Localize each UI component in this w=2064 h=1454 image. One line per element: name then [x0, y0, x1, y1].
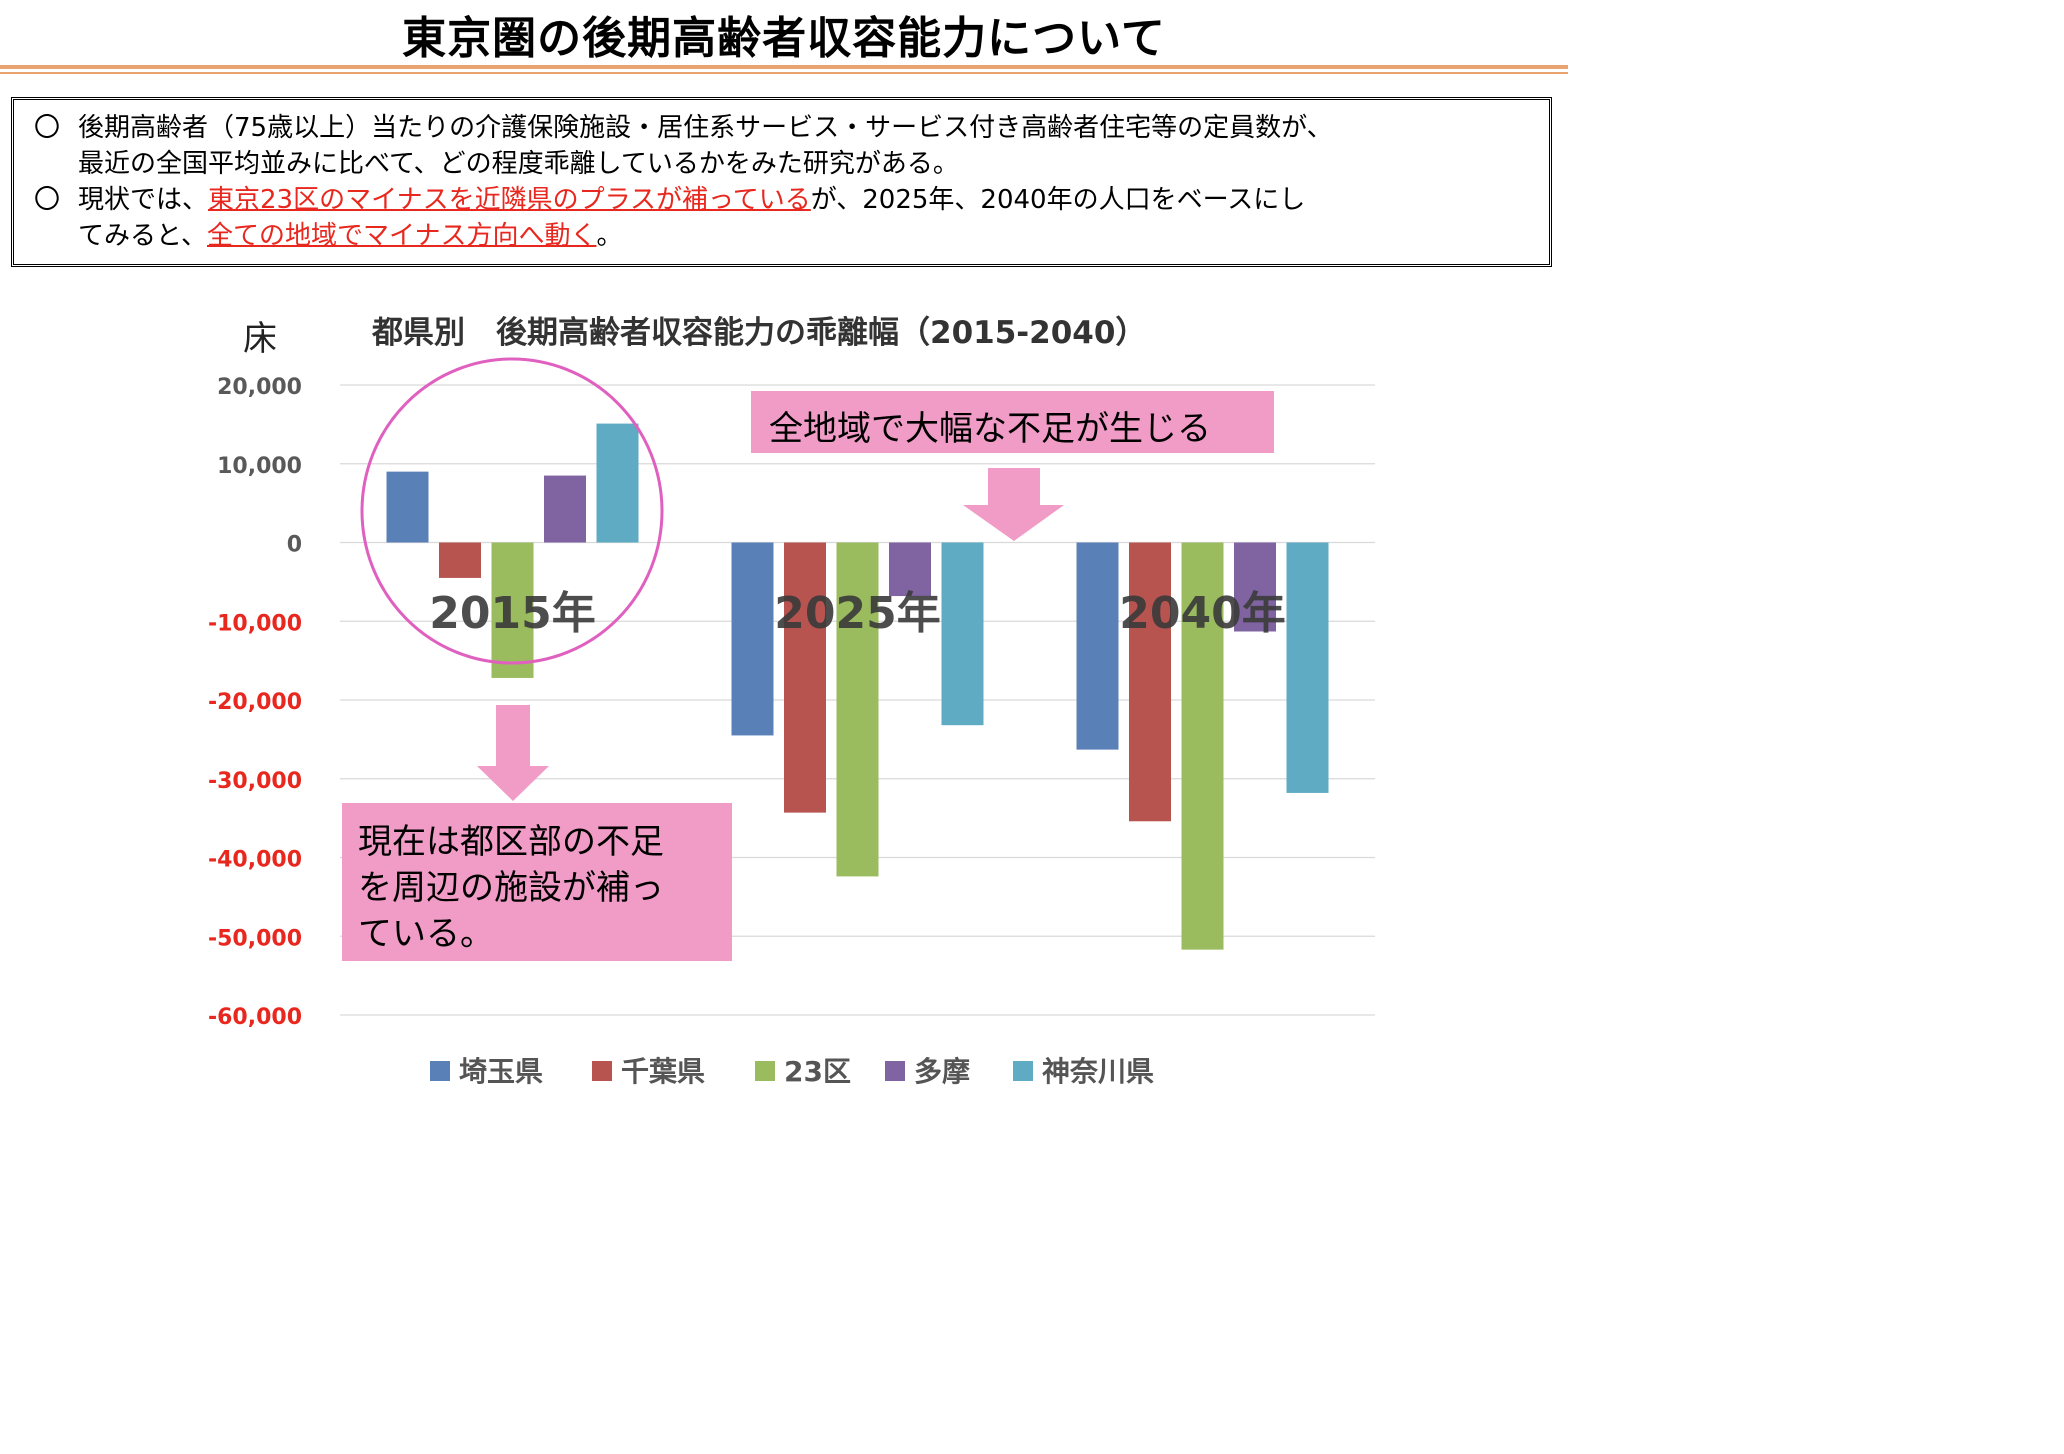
down-arrow-top	[963, 468, 1064, 541]
title-rule-thick	[0, 65, 1568, 69]
chart-legend: 埼玉県 千葉県 23区 多摩 神奈川県	[430, 1055, 1154, 1088]
legend-item: 埼玉県	[430, 1055, 543, 1088]
down-arrow-bottom	[477, 705, 549, 801]
callout-bottom-line-3: ている。	[358, 914, 494, 954]
legend-swatch	[592, 1061, 612, 1081]
legend-label: 神奈川県	[1042, 1055, 1154, 1088]
bar-千葉県-2040年	[1129, 542, 1171, 822]
callout-shortage-all-regions: 全地域で大幅な不足が生じる	[751, 391, 1274, 453]
category-label: 2015年	[429, 588, 595, 639]
legend-label: 埼玉県	[459, 1055, 543, 1088]
bar-埼玉県-2040年	[1076, 542, 1119, 750]
summary-item-2: 〇 現状では、東京23区のマイナスを近隣県のプラスが補っているが、2025年、2…	[32, 182, 1531, 254]
legend-label: 23区	[784, 1055, 851, 1088]
legend-item: 23区	[755, 1055, 851, 1088]
bar-埼玉県-2025年	[731, 542, 774, 736]
legend-swatch	[755, 1061, 775, 1081]
y-axis-unit-label: 床	[243, 319, 277, 359]
bar-chart: 20,000 10,000 0 -10,000 -20,000 -30,000 -40,00…	[208, 315, 1375, 1088]
bullet-circle-icon: 〇	[34, 185, 61, 215]
chart-category-labels: 2015年 2025年 2040年	[429, 588, 1285, 639]
y-tick-label: -50,000	[208, 926, 302, 951]
chart-title: 都県別 後期高齢者収容能力の乖離幅（2015-2040）	[371, 315, 1146, 351]
bullet-circle-icon: 〇	[34, 113, 61, 143]
summary-item-2-part-1: 現状では、	[78, 185, 209, 215]
bar-千葉県-2015年	[439, 542, 481, 578]
bar-多摩-2025年	[889, 542, 931, 597]
y-tick-label: -40,000	[208, 848, 302, 873]
callout-current-supplement: 現在は都区部の不足 を周辺の施設が補っ ている。	[342, 803, 732, 961]
y-tick-label: -30,000	[208, 769, 302, 794]
bar-23区-2015年	[491, 542, 534, 678]
bar-神奈川県-2040年	[1286, 542, 1329, 793]
summary-item-2-part-4: 。	[596, 221, 623, 251]
legend-label: 多摩	[914, 1055, 970, 1088]
bar-23区-2040年	[1181, 542, 1224, 950]
bar-神奈川県-2015年	[596, 423, 639, 543]
page-title: 東京圏の後期高齢者収容能力について	[402, 13, 1166, 64]
summary-box: 〇 後期高齢者（75歳以上）当たりの介護保険施設・居住系サービス・サービス付き高…	[11, 97, 1552, 267]
bar-千葉県-2025年	[784, 542, 826, 813]
legend-label: 千葉県	[621, 1055, 705, 1088]
callout-bottom-line-1: 現在は都区部の不足	[358, 822, 664, 862]
summary-item-1-line-1: 後期高齢者（75歳以上）当たりの介護保険施設・居住系サービス・サービス付き高齢者…	[78, 113, 1333, 143]
summary-item-2-highlight-2: 全ての地域でマイナス方向へ動く	[206, 221, 597, 251]
y-tick-label: 0	[287, 533, 302, 558]
summary-item-2-part-2: が、2025年、2040年の人口をベースにし	[810, 185, 1306, 215]
summary-item-1-line-2: 最近の全国平均並みに比べて、どの程度乖離しているかをみた研究がある。	[78, 149, 959, 179]
legend-item: 神奈川県	[1013, 1055, 1154, 1088]
highlight-circle-2015	[360, 357, 664, 665]
bar-神奈川県-2025年	[941, 542, 984, 726]
legend-item: 千葉県	[592, 1055, 705, 1088]
title-rule-thin	[0, 72, 1568, 74]
bar-多摩-2015年	[544, 475, 586, 543]
legend-item: 多摩	[885, 1055, 970, 1088]
y-tick-label: 10,000	[217, 454, 302, 479]
summary-item-1: 〇 後期高齢者（75歳以上）当たりの介護保険施設・居住系サービス・サービス付き高…	[32, 110, 1531, 182]
bar-23区-2025年	[836, 542, 879, 877]
category-label: 2040年	[1119, 588, 1285, 639]
bar-埼玉県-2015年	[386, 471, 429, 543]
y-tick-label: -10,000	[208, 611, 302, 636]
chart-bars	[386, 423, 1329, 950]
category-label: 2025年	[774, 588, 940, 639]
legend-swatch	[885, 1061, 905, 1081]
chart-y-tick-labels: 20,000 10,000 0 -10,000 -20,000 -30,000 -40,00…	[208, 375, 302, 1030]
y-tick-label: 20,000	[217, 375, 302, 400]
legend-swatch	[1013, 1061, 1033, 1081]
legend-swatch	[430, 1061, 450, 1081]
y-tick-label: -60,000	[208, 1005, 302, 1030]
summary-item-2-highlight-1: 東京23区のマイナスを近隣県のプラスが補っている	[208, 185, 811, 215]
y-tick-label: -20,000	[208, 690, 302, 715]
callout-bottom-line-2: を周辺の施設が補っ	[358, 868, 664, 908]
bar-多摩-2040年	[1234, 542, 1276, 632]
summary-item-2-part-3: てみると、	[78, 221, 207, 251]
